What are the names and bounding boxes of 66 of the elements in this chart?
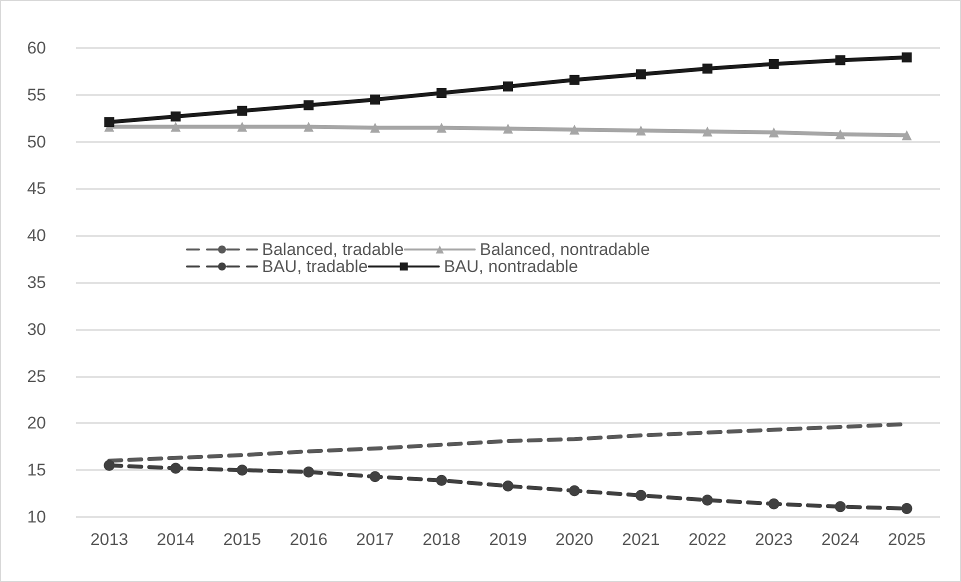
legend-label: BAU, nontradable [444, 257, 578, 276]
point [436, 474, 448, 486]
point [702, 126, 712, 136]
legend-label: Balanced, nontradable [480, 240, 650, 259]
point [502, 480, 514, 492]
x-tick-label: 2017 [356, 530, 394, 549]
point [768, 127, 779, 138]
x-tick-label: 2014 [156, 530, 195, 549]
point [303, 466, 314, 478]
point [237, 106, 248, 116]
x-tick-label: 2020 [556, 530, 594, 549]
point [304, 122, 314, 132]
y-tick-label: 45 [27, 179, 46, 198]
point [569, 124, 580, 135]
point [104, 117, 114, 128]
point [370, 122, 380, 133]
point [635, 490, 646, 501]
point [370, 471, 381, 482]
y-tick-label: 20 [27, 414, 46, 433]
point [104, 460, 115, 471]
y-tick-label: 15 [27, 460, 46, 480]
point [702, 64, 712, 74]
point [237, 122, 248, 132]
x-tick-label: 2018 [422, 530, 460, 549]
x-tick-label: 2013 [90, 530, 128, 549]
y-tick-label: 50 [27, 132, 46, 152]
legend-label: BAU, tradable [262, 257, 368, 276]
point [902, 52, 912, 62]
point [569, 74, 580, 85]
point [835, 129, 846, 140]
y-tick-label: 40 [27, 226, 46, 246]
point [236, 464, 248, 476]
point [636, 126, 646, 136]
y-tick-label: 35 [27, 273, 46, 292]
point [902, 130, 912, 140]
y-tick-label: 30 [27, 320, 46, 339]
point [835, 55, 846, 66]
point [768, 498, 780, 510]
x-tick-label: 2016 [290, 530, 328, 549]
point [170, 111, 181, 122]
point [768, 58, 779, 69]
x-tick-label: 2025 [888, 530, 926, 549]
y-tick-label: 25 [27, 366, 46, 386]
point [170, 462, 182, 474]
point [436, 122, 447, 133]
y-tick-label: 55 [27, 85, 46, 104]
x-tick-label: 2015 [223, 530, 262, 549]
y-tick-label: 60 [27, 38, 46, 58]
x-tick-label: 2022 [688, 530, 726, 549]
point [901, 503, 912, 514]
point [702, 494, 713, 506]
point [436, 88, 447, 98]
legend-label: Balanced, tradable [262, 240, 404, 259]
point [503, 81, 513, 92]
point [503, 124, 513, 134]
x-tick-label: 2021 [622, 530, 660, 549]
y-tick-label: 10 [27, 508, 46, 526]
x-tick-label: 2019 [489, 530, 527, 549]
point [370, 94, 380, 105]
point [834, 501, 846, 512]
point [568, 485, 580, 496]
x-tick-label: 2023 [754, 530, 793, 549]
point [170, 122, 181, 132]
x-tick-label: 2024 [821, 530, 860, 549]
point [304, 100, 314, 110]
point [636, 69, 646, 80]
